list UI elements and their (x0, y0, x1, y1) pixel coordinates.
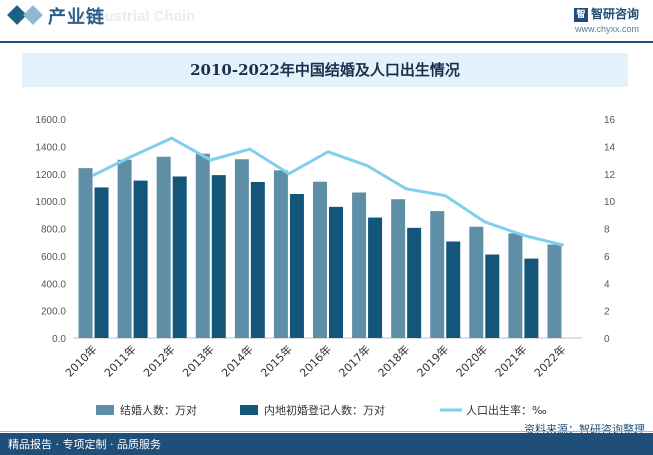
point-birth-rate (482, 220, 486, 224)
x-tick-label: 2015年 (258, 342, 295, 379)
header-divider (0, 41, 653, 43)
bar-marriages (117, 159, 132, 338)
y2-tick-label: 10 (604, 197, 616, 208)
x-tick-label: 2010年 (62, 342, 99, 379)
y2-tick-label: 6 (604, 252, 610, 263)
point-birth-rate (443, 194, 447, 198)
x-tick-label: 2022年 (531, 342, 568, 379)
point-birth-rate (209, 158, 213, 162)
point-birth-rate (92, 173, 96, 177)
y-tick-label: 0.0 (52, 334, 66, 345)
y-tick-label: 400.0 (41, 279, 66, 290)
y-tick-label: 600.0 (41, 252, 66, 263)
brand-name: 智研咨询 (590, 7, 639, 21)
x-tick-label: 2013年 (179, 342, 216, 379)
legend-swatch-first-marriages (240, 405, 258, 415)
x-tick-label: 2021年 (492, 342, 529, 379)
x-tick-label: 2012年 (140, 342, 177, 379)
bar-first-marriages (94, 187, 109, 338)
x-tick-label: 2017年 (336, 342, 373, 379)
bar-marriages (78, 168, 93, 338)
point-birth-rate (404, 187, 408, 191)
bar-marriages (391, 199, 406, 338)
bar-first-marriages (172, 176, 187, 338)
bar-first-marriages (289, 194, 304, 338)
x-tick-label: 2018年 (375, 342, 412, 379)
y2-tick-label: 0 (604, 334, 610, 345)
brand-url[interactable]: www.chyxx.com (574, 24, 639, 34)
y2-tick-label: 16 (604, 115, 616, 126)
point-birth-rate (131, 154, 135, 158)
brand[interactable]: 智智研咨询 www.chyxx.com (573, 5, 639, 34)
bar-marriages (313, 181, 327, 338)
y-tick-label: 1000.0 (35, 197, 66, 208)
brand-logo-icon: 智 (573, 7, 588, 22)
bar-marriages (273, 170, 288, 338)
legend-label-marriages: 结婚人数：万对 (120, 403, 197, 417)
y-tick-label: 1200.0 (35, 170, 66, 181)
legend-swatch-marriages (96, 405, 114, 415)
bar-first-marriages (446, 241, 461, 338)
legend-label-first-marriages: 内地初婚登记人数：万对 (264, 403, 385, 417)
chart-title-box: 2010-2022年中国结婚及人口出生情况 (22, 53, 628, 87)
bar-marriages (156, 156, 171, 338)
bar-first-marriages (250, 181, 265, 338)
x-tick-label: 2019年 (414, 342, 451, 379)
bar-marriages (508, 233, 523, 338)
bar-first-marriages (485, 254, 500, 338)
y2-tick-label: 4 (604, 279, 610, 290)
bar-marriages (547, 244, 562, 338)
x-tick-label: 2020年 (453, 342, 490, 379)
point-birth-rate (326, 150, 330, 154)
bar-first-marriages (329, 206, 343, 338)
bar-first-marriages (407, 227, 422, 338)
y-tick-label: 800.0 (41, 225, 66, 236)
point-birth-rate (170, 136, 174, 140)
footer-tagline: 精品报告 · 专项定制 · 品质服务 (8, 438, 161, 451)
bar-marriages (469, 226, 484, 338)
header-watermark: Industrial Chain (82, 8, 196, 25)
point-birth-rate (248, 147, 252, 151)
y-tick-label: 1600.0 (35, 115, 66, 126)
legend-label-birth-rate: 人口出生率：‰ (466, 403, 547, 417)
source-divider (0, 431, 653, 432)
bar-marriages (234, 159, 249, 338)
point-birth-rate (521, 233, 525, 237)
bar-marriages (352, 192, 367, 338)
y2-tick-label: 8 (604, 225, 610, 236)
bar-first-marriages (524, 258, 539, 338)
chart-title: 2010-2022年中国结婚及人口出生情况 (190, 61, 460, 79)
source-note: 资料来源：智研咨询整理 (524, 423, 645, 436)
y-tick-label: 1400.0 (35, 142, 66, 153)
x-tick-label: 2014年 (218, 342, 255, 379)
y2-tick-label: 2 (604, 307, 610, 318)
bar-marriages (195, 153, 210, 338)
bar-marriages (430, 211, 445, 338)
footer-bar: 精品报告 · 专项定制 · 品质服务 (0, 433, 653, 455)
y2-tick-label: 14 (604, 142, 616, 153)
x-tick-label: 2016年 (297, 342, 334, 379)
bar-first-marriages (133, 180, 148, 338)
bar-first-marriages (368, 217, 383, 338)
x-tick-label: 2011年 (101, 342, 138, 379)
point-birth-rate (287, 172, 291, 176)
section-title: 产业链 (48, 7, 105, 28)
point-birth-rate (365, 164, 369, 168)
bar-first-marriages (211, 175, 226, 338)
y2-tick-label: 12 (604, 170, 616, 181)
y-tick-label: 200.0 (41, 307, 66, 318)
point-birth-rate (560, 243, 564, 247)
header-bar: Industrial Chain 产业链 智智研咨询 www.chyxx.com (0, 0, 653, 40)
